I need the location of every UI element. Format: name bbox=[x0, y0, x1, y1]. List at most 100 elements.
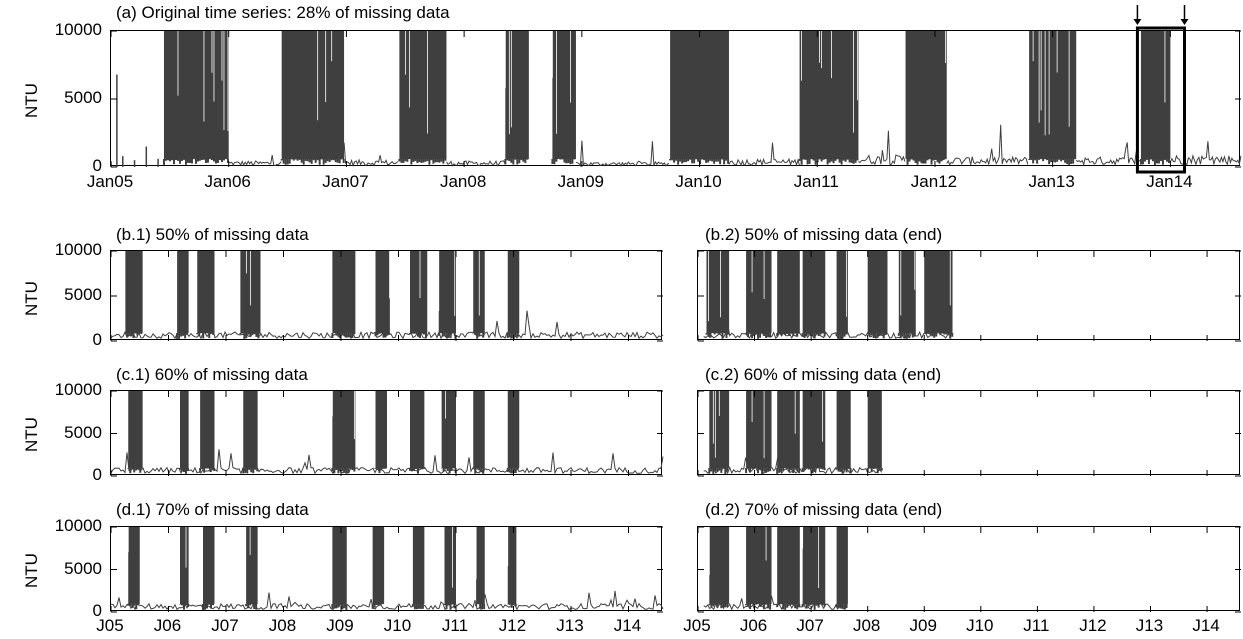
low-signal-c1 bbox=[110, 449, 664, 475]
data-block-c1-0 bbox=[127, 391, 144, 474]
plot-svg-c1 bbox=[110, 390, 664, 477]
xtick-label-a-6: Jan11 bbox=[793, 172, 839, 191]
data-block-a-9 bbox=[1139, 31, 1171, 165]
xtick-label-d2-7: J12 bbox=[1079, 616, 1107, 635]
data-block-a-4 bbox=[551, 31, 576, 165]
panel-title-a: (a) Original time series: 28% of missing… bbox=[116, 3, 450, 22]
data-block-c1-1 bbox=[179, 391, 189, 474]
data-block-c2-4 bbox=[835, 391, 852, 474]
data-block-a-3 bbox=[504, 31, 529, 165]
xtick-label-a-5: Jan10 bbox=[675, 172, 722, 191]
xtick-label-a-7: Jan12 bbox=[910, 172, 958, 191]
xtick-label-d1-7: J12 bbox=[498, 616, 527, 635]
plot-area-d2 bbox=[697, 526, 1241, 613]
data-block-d1-9 bbox=[506, 527, 517, 608]
panel-title-b1: (b.1) 50% of missing data bbox=[116, 225, 309, 244]
low-signal-a-4 bbox=[728, 142, 800, 167]
ytick-label-b1-2: 10000 bbox=[54, 240, 102, 259]
data-block-a-8 bbox=[1028, 31, 1077, 165]
data-block-b2-5 bbox=[866, 251, 888, 339]
plot-area-b1 bbox=[110, 250, 664, 342]
data-block-c2-2 bbox=[776, 391, 801, 474]
xtick-label-d1-4: J09 bbox=[326, 616, 354, 635]
xtick-label-d2-6: J11 bbox=[1023, 616, 1050, 635]
data-block-b2-1 bbox=[745, 251, 772, 339]
data-block-b1-8 bbox=[472, 251, 485, 339]
data-block-b1-4 bbox=[331, 251, 356, 339]
data-block-c1-4 bbox=[331, 391, 356, 474]
data-block-b1-1 bbox=[176, 251, 189, 339]
data-block-b2-0 bbox=[705, 251, 730, 339]
ytick-label-b1-0: 0 bbox=[92, 330, 102, 349]
plot-area-c1 bbox=[110, 390, 664, 477]
ytick-label-d1-0: 0 bbox=[92, 601, 102, 620]
xtick-label-d1-8: J13 bbox=[556, 616, 584, 635]
xtick-label-d2-2: J07 bbox=[796, 616, 824, 635]
xtick-label-a-9: Jan14 bbox=[1146, 172, 1193, 191]
data-block-c1-3 bbox=[242, 391, 259, 474]
xtick-label-d1-6: J11 bbox=[441, 616, 469, 635]
plot-area-b2 bbox=[697, 250, 1241, 342]
data-block-d1-2 bbox=[202, 527, 215, 610]
xtick-label-d2-9: J14 bbox=[1192, 616, 1220, 635]
data-block-b1-7 bbox=[437, 251, 456, 339]
xtick-label-a-0: Jan05 bbox=[86, 172, 134, 191]
low-signal-a-8 bbox=[1169, 141, 1242, 166]
xtick-label-d2-4: J09 bbox=[909, 616, 937, 635]
plot-svg-a bbox=[110, 5, 1242, 174]
data-block-b1-3 bbox=[239, 251, 262, 339]
panel-title-b2: (b.2) 50% of missing data (end) bbox=[705, 225, 943, 244]
xtick-label-d1-5: J10 bbox=[383, 616, 412, 635]
low-signal-a-5 bbox=[858, 130, 906, 166]
plot-svg-b1 bbox=[110, 250, 664, 342]
arrow-icon-1 bbox=[1180, 5, 1189, 25]
xtick-label-d1-9: J14 bbox=[613, 616, 642, 635]
xtick-label-d1-2: J07 bbox=[211, 616, 239, 635]
data-block-d1-1 bbox=[179, 527, 189, 610]
data-block-d1-6 bbox=[411, 527, 425, 610]
data-block-d2-2 bbox=[776, 527, 801, 610]
data-block-b1-6 bbox=[409, 251, 428, 339]
low-signal-a-7 bbox=[1075, 142, 1141, 167]
highlight-box bbox=[1135, 26, 1186, 174]
data-block-d2-4 bbox=[835, 527, 848, 610]
low-signal-a-0 bbox=[228, 155, 282, 167]
xtick-label-d2-0: J05 bbox=[683, 616, 711, 635]
plot-svg-d2 bbox=[697, 526, 1241, 613]
data-block-c1-6 bbox=[409, 391, 425, 474]
low-signal-b2 bbox=[703, 323, 953, 340]
data-block-c1-9 bbox=[506, 391, 520, 474]
data-block-b2-2 bbox=[776, 251, 801, 337]
xtick-label-a-1: Jan06 bbox=[204, 172, 251, 191]
xtick-label-a-2: Jan07 bbox=[322, 172, 369, 191]
data-block-d1-4 bbox=[331, 527, 348, 610]
data-block-a-1 bbox=[280, 31, 345, 165]
data-block-d1-8 bbox=[475, 527, 486, 610]
data-block-d1-3 bbox=[245, 527, 258, 610]
data-block-c1-8 bbox=[472, 391, 485, 474]
data-block-a-2 bbox=[398, 31, 447, 165]
xtick-label-a-3: Jan08 bbox=[439, 172, 487, 191]
data-block-a-0 bbox=[162, 31, 229, 165]
data-block-a-7 bbox=[904, 31, 947, 165]
data-block-b2-7 bbox=[923, 251, 954, 339]
ytick-label-d1-1: 5000 bbox=[64, 558, 102, 578]
ytick-label-c1-0: 0 bbox=[92, 465, 102, 484]
plot-svg-c2 bbox=[697, 390, 1241, 477]
data-block-c2-1 bbox=[745, 391, 772, 474]
y-axis-label-d1: NTU bbox=[22, 553, 41, 588]
plot-area-d1 bbox=[110, 526, 664, 613]
ytick-label-a-2: 10000 bbox=[54, 20, 102, 39]
data-block-c1-7 bbox=[440, 391, 457, 474]
plot-area-c2 bbox=[697, 390, 1241, 477]
data-block-b1-0 bbox=[124, 251, 143, 339]
xtick-label-d1-0: J05 bbox=[96, 616, 124, 635]
data-block-d2-1 bbox=[745, 527, 772, 610]
xtick-label-d2-5: J10 bbox=[966, 616, 994, 635]
y-axis-label-b1: NTU bbox=[22, 281, 41, 316]
panel-title-c2: (c.2) 60% of missing data (end) bbox=[705, 365, 942, 384]
y-axis-label-a: NTU bbox=[22, 83, 41, 118]
data-block-a-6 bbox=[798, 31, 859, 165]
data-block-b2-6 bbox=[897, 251, 916, 339]
xtick-label-a-4: Jan09 bbox=[557, 172, 604, 191]
